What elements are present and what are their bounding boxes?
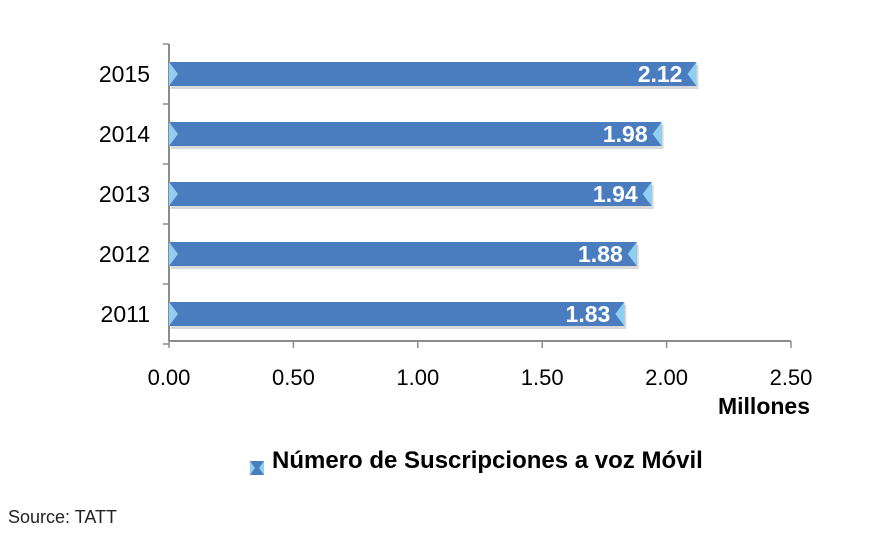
bar-left-bevel: [169, 242, 178, 266]
x-tick-label: 2.50: [770, 365, 813, 390]
x-tick-label: 1.50: [521, 365, 564, 390]
bar-left-bevel: [169, 62, 178, 86]
y-category-label: 2015: [99, 61, 150, 87]
bar-right-bevel: [642, 182, 652, 206]
bar-value-label: 1.94: [593, 181, 638, 207]
y-category-label: 2014: [99, 121, 150, 147]
bar-rect: [169, 302, 625, 326]
bar: 1.88: [169, 241, 639, 269]
bar-right-bevel: [615, 302, 625, 326]
legend: Número de Suscripciones a voz Móvil: [250, 447, 703, 475]
x-axis: 0.00 0.50 1.00 1.50 2.00 2.50: [148, 340, 813, 390]
y-category-label: 2013: [99, 181, 150, 207]
bar: 2.12: [169, 61, 699, 89]
x-tick-label: 0.00: [148, 365, 191, 390]
y-category-label: 2011: [101, 301, 150, 327]
x-tick-label: 1.00: [396, 365, 439, 390]
bar-value-label: 1.88: [578, 241, 623, 267]
bar: 1.98: [169, 121, 664, 149]
bars: 2.12 1.98 1.94 1.88 1.83: [169, 61, 699, 329]
bar-left-bevel: [169, 122, 178, 146]
x-axis-title: Millones: [717, 393, 810, 419]
legend-label: Número de Suscripciones a voz Móvil: [272, 447, 703, 474]
bar-right-bevel: [627, 242, 637, 266]
bar-rect: [169, 242, 637, 266]
y-axis: 2015 2014 2013 2012 2011: [99, 43, 170, 345]
source-note: Source: TATT: [8, 507, 118, 527]
bar-rect: [169, 122, 662, 146]
bar-value-label: 2.12: [638, 61, 683, 87]
y-category-label: 2012: [99, 241, 150, 267]
bar-value-label: 1.83: [566, 301, 611, 327]
bar-left-bevel: [169, 302, 178, 326]
x-tick-label: 0.50: [272, 365, 315, 390]
bar: 1.83: [169, 301, 627, 329]
bar-left-bevel: [169, 182, 178, 206]
legend-swatch-icon: [250, 454, 264, 475]
bar: 1.94: [169, 181, 654, 209]
bar-rect: [169, 62, 697, 86]
bar-rect: [169, 182, 652, 206]
bar-right-bevel: [652, 122, 662, 146]
bar-value-label: 1.98: [603, 121, 648, 147]
x-tick-label: 2.00: [645, 365, 688, 390]
bar-right-bevel: [687, 62, 697, 86]
